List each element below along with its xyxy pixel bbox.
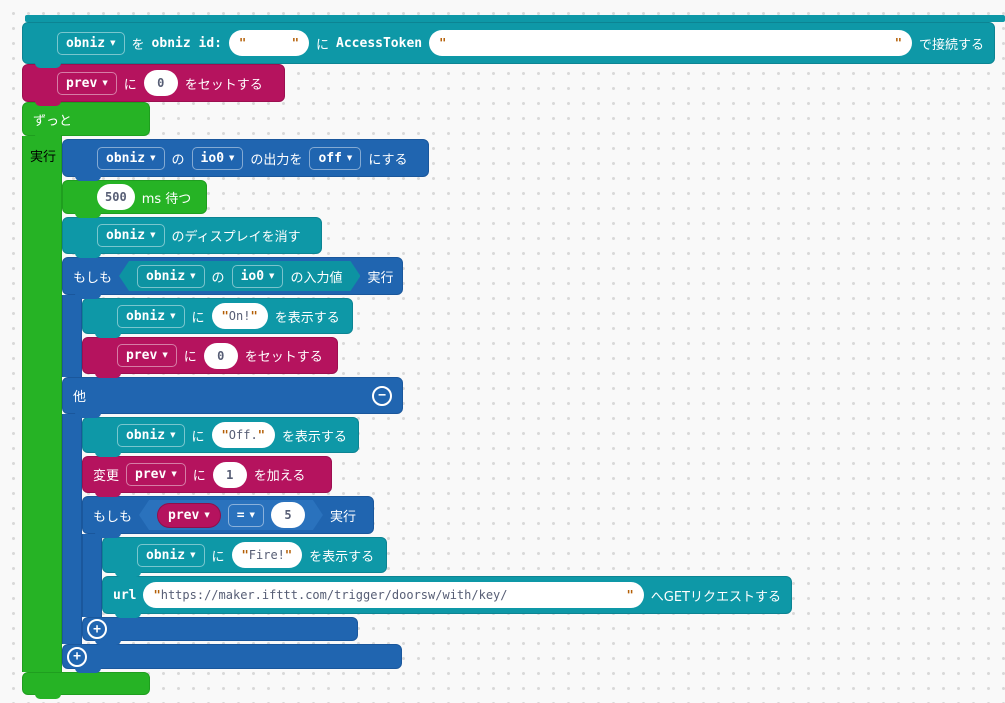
block-url-get-request[interactable]: url " https://maker.ifttt.com/trigger/do… xyxy=(102,576,792,618)
label-wo: を xyxy=(131,37,145,53)
dropdown-arrow-icon: ▼ xyxy=(102,78,108,87)
dropdown-arrow-icon: ▼ xyxy=(110,38,116,47)
label-accesstoken: AccessToken xyxy=(336,35,423,51)
number-field[interactable]: 500 xyxy=(97,184,135,210)
if-spine xyxy=(62,414,82,644)
device-dropdown[interactable]: obniz ▼ xyxy=(137,265,205,288)
number-field[interactable]: 0 xyxy=(203,342,238,369)
if-else-row[interactable]: 他 − xyxy=(62,377,403,418)
var-dropdown[interactable]: prev ▼ xyxy=(126,463,186,486)
dropdown-arrow-icon: ▼ xyxy=(170,430,176,439)
block-wait-ms[interactable]: 500 ms 待つ xyxy=(62,180,207,218)
dropdown-arrow-icon: ▼ xyxy=(190,271,196,280)
number-field[interactable]: 1 xyxy=(212,461,247,488)
block-io-output[interactable]: obniz ▼ の io0 ▼ の出力を off ▼ にす xyxy=(62,139,429,181)
label-obniz-id: obniz id: xyxy=(151,35,222,51)
block-loop-forever[interactable]: ずっと 実行 obniz ▼ の io0 xyxy=(22,102,1005,699)
if-spine xyxy=(82,534,102,617)
pin-dropdown[interactable]: io0 ▼ xyxy=(232,265,284,288)
block-program: obniz ▼ を obniz id: " " に AccessToken " … xyxy=(22,15,1005,699)
dropdown-arrow-icon: ▼ xyxy=(150,153,156,162)
number-field[interactable]: 0 xyxy=(143,70,178,96)
device-dropdown[interactable]: obniz ▼ xyxy=(97,146,165,170)
string-field[interactable]: " On! " xyxy=(211,303,268,329)
var-dropdown[interactable]: prev ▼ xyxy=(57,71,117,95)
operator-dropdown[interactable]: = ▼ xyxy=(228,504,264,527)
state-dropdown[interactable]: off ▼ xyxy=(309,146,362,170)
block-if-count[interactable]: もしも prev ▼ = ▼ xyxy=(82,496,792,645)
block-obniz-connect[interactable]: obniz ▼ を obniz id: " " に AccessToken " … xyxy=(22,22,995,68)
number-field[interactable]: 5 xyxy=(271,502,305,528)
mutator-minus-button[interactable]: − xyxy=(372,385,392,406)
dropdown-arrow-icon: ▼ xyxy=(171,470,177,478)
if-exec-label: 実行 xyxy=(367,270,394,286)
block-if-input[interactable]: もしも obniz ▼ の io0 ▼ xyxy=(62,257,792,673)
block-display-clear[interactable]: obniz ▼ のディスプレイを消す xyxy=(62,217,322,258)
url-field[interactable]: " https://maker.ifttt.com/trigger/doorsw… xyxy=(143,582,644,608)
block-show-off[interactable]: obniz ▼ に " Off. " を表示する xyxy=(82,417,359,457)
pin-dropdown[interactable]: io0 ▼ xyxy=(191,146,244,170)
string-field[interactable]: " Off. " xyxy=(211,422,275,448)
dropdown-arrow-icon: ▼ xyxy=(150,231,156,239)
device-dropdown[interactable]: obniz ▼ xyxy=(97,224,165,247)
dropdown-arrow-icon: ▼ xyxy=(162,351,168,359)
block-set-prev-on[interactable]: prev ▼ に 0 をセットする xyxy=(82,337,338,378)
device-dropdown[interactable]: obniz ▼ xyxy=(117,304,185,328)
mutator-plus-button[interactable]: + xyxy=(87,619,107,639)
if-exec-label: 実行 xyxy=(329,509,356,525)
dropdown-arrow-icon: ▼ xyxy=(190,550,196,559)
block-change-prev[interactable]: 変更 prev ▼ に 1 を加える xyxy=(82,456,332,497)
block-show-fire[interactable]: obniz ▼ に " Fire! " xyxy=(102,537,387,577)
block-set-prev-top[interactable]: prev ▼ に 0 をセットする xyxy=(22,64,285,106)
if-footer[interactable]: + xyxy=(62,644,402,673)
string-field[interactable]: " Fire! " xyxy=(231,542,303,568)
dropdown-arrow-icon: ▼ xyxy=(269,271,275,280)
dropdown-arrow-icon: ▼ xyxy=(229,153,235,162)
condition-compare[interactable]: prev ▼ = ▼ 5 xyxy=(139,500,323,530)
if-spine xyxy=(62,295,82,377)
if-header[interactable]: もしも prev ▼ = ▼ xyxy=(82,496,374,538)
condition-io-input[interactable]: obniz ▼ の io0 ▼ の入力値 xyxy=(119,261,360,291)
accesstoken-field[interactable]: " " xyxy=(429,30,912,56)
if-header[interactable]: もしも obniz ▼ の io0 ▼ xyxy=(62,257,403,299)
loop-hat[interactable]: ずっと xyxy=(22,102,150,140)
dropdown-arrow-icon: ▼ xyxy=(346,153,353,162)
device-dropdown[interactable]: obniz ▼ xyxy=(117,423,185,447)
loop-footer[interactable] xyxy=(22,672,150,699)
loop-spine: 実行 xyxy=(22,136,62,672)
dropdown-arrow-icon: ▼ xyxy=(204,510,210,519)
var-dropdown[interactable]: prev ▼ xyxy=(117,344,177,367)
offscreen-block-strip[interactable] xyxy=(25,15,1005,22)
label-ni: に xyxy=(316,37,330,53)
if-footer[interactable]: + xyxy=(82,617,358,645)
dropdown-arrow-icon: ▼ xyxy=(249,510,255,519)
var-dropdown[interactable]: prev ▼ xyxy=(157,503,221,528)
device-dropdown[interactable]: obniz ▼ xyxy=(57,31,125,55)
label-connect: で接続する xyxy=(918,37,984,53)
obniz-id-field[interactable]: " " xyxy=(229,30,309,56)
loop-exec-label: 実行 xyxy=(30,150,57,165)
block-show-on[interactable]: obniz ▼ に " On! " を表示する xyxy=(82,298,353,338)
device-dropdown[interactable]: obniz ▼ xyxy=(137,543,205,567)
mutator-plus-button[interactable]: + xyxy=(67,646,87,667)
dropdown-arrow-icon: ▼ xyxy=(170,311,176,320)
